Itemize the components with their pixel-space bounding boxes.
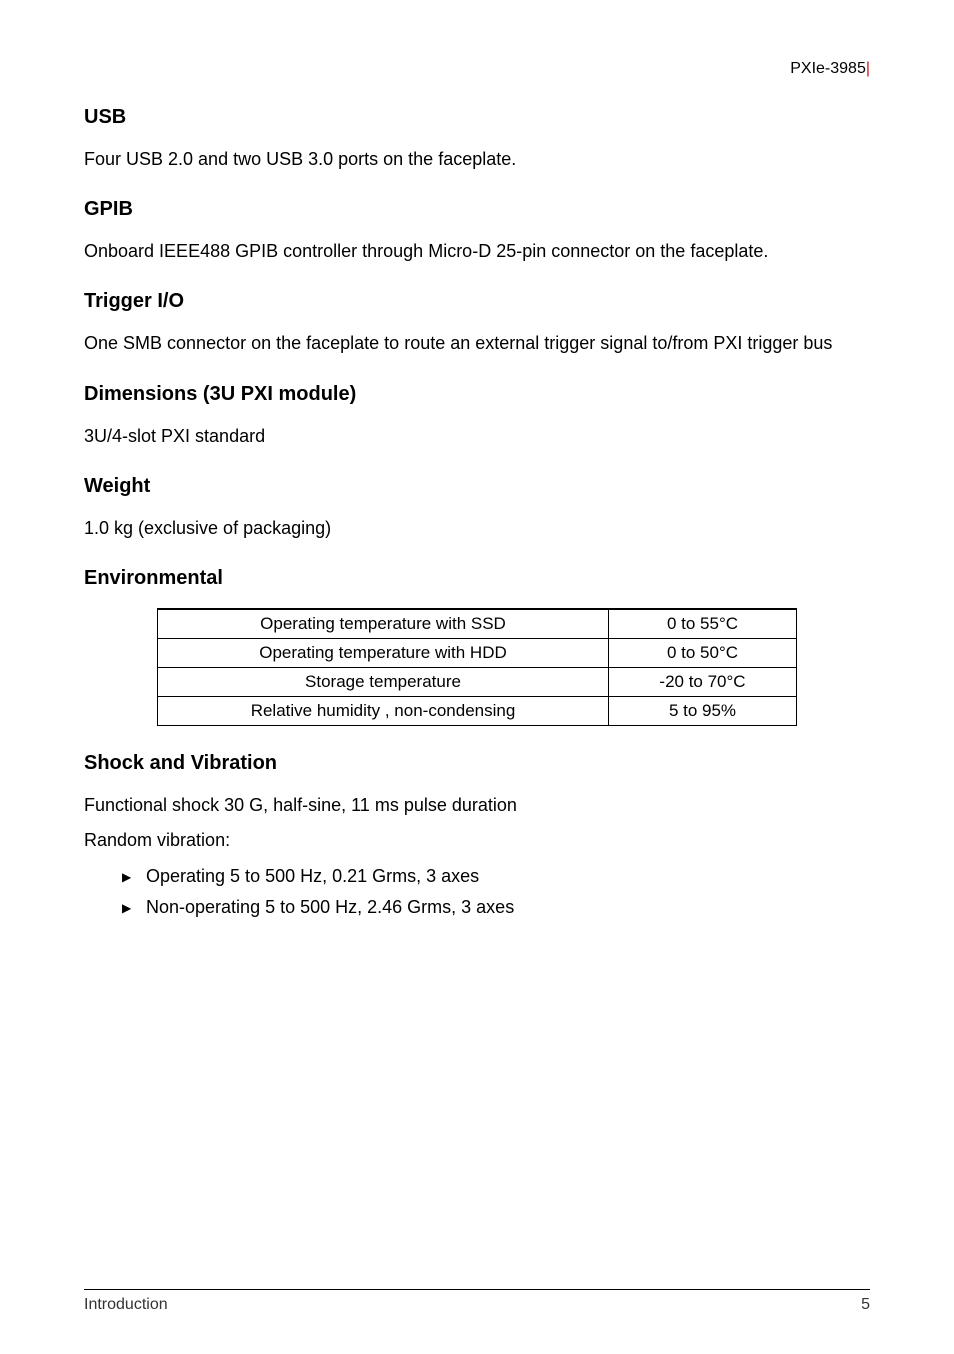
heading-gpib: GPIB xyxy=(84,198,870,221)
header-model: PXIe-3985 xyxy=(790,60,866,77)
body-dimensions: 3U/4-slot PXI standard xyxy=(84,424,870,449)
footer-page-number: 5 xyxy=(861,1296,870,1314)
cell-value: 0 to 50°C xyxy=(609,638,797,667)
section-trigger: Trigger I/O One SMB connector on the fac… xyxy=(84,290,870,356)
cell-value: -20 to 70°C xyxy=(609,667,797,696)
cell-label: Operating temperature with HDD xyxy=(158,638,609,667)
cell-label: Operating temperature with SSD xyxy=(158,609,609,639)
table-row: Operating temperature with SSD 0 to 55°C xyxy=(158,609,797,639)
heading-trigger: Trigger I/O xyxy=(84,290,870,313)
section-environmental: Environmental Operating temperature with… xyxy=(84,567,870,726)
table-row: Relative humidity , non-condensing 5 to … xyxy=(158,696,797,725)
cell-value: 0 to 55°C xyxy=(609,609,797,639)
heading-usb: USB xyxy=(84,106,870,129)
section-usb: USB Four USB 2.0 and two USB 3.0 ports o… xyxy=(84,106,870,172)
body-shock-line2: Random vibration: xyxy=(84,828,870,853)
body-shock-line1: Functional shock 30 G, half-sine, 11 ms … xyxy=(84,793,870,818)
heading-shock: Shock and Vibration xyxy=(84,752,870,775)
section-dimensions: Dimensions (3U PXI module) 3U/4-slot PXI… xyxy=(84,383,870,449)
body-trigger: One SMB connector on the faceplate to ro… xyxy=(84,331,870,356)
heading-dimensions: Dimensions (3U PXI module) xyxy=(84,383,870,406)
page-footer: Introduction 5 xyxy=(84,1289,870,1314)
heading-environmental: Environmental xyxy=(84,567,870,590)
heading-weight: Weight xyxy=(84,475,870,498)
list-item: Operating 5 to 500 Hz, 0.21 Grms, 3 axes xyxy=(146,861,870,892)
section-weight: Weight 1.0 kg (exclusive of packaging) xyxy=(84,475,870,541)
cell-label: Storage temperature xyxy=(158,667,609,696)
table-row: Storage temperature -20 to 70°C xyxy=(158,667,797,696)
shock-bullet-list: Operating 5 to 500 Hz, 0.21 Grms, 3 axes… xyxy=(84,861,870,922)
section-shock: Shock and Vibration Functional shock 30 … xyxy=(84,752,870,923)
footer-rule xyxy=(84,1289,870,1290)
section-gpib: GPIB Onboard IEEE488 GPIB controller thr… xyxy=(84,198,870,264)
cell-value: 5 to 95% xyxy=(609,696,797,725)
header-separator: | xyxy=(866,60,870,77)
body-weight: 1.0 kg (exclusive of packaging) xyxy=(84,516,870,541)
page-container: PXIe-3985| USB Four USB 2.0 and two USB … xyxy=(0,0,954,1354)
cell-label: Relative humidity , non-condensing xyxy=(158,696,609,725)
footer-section: Introduction xyxy=(84,1296,168,1314)
body-gpib: Onboard IEEE488 GPIB controller through … xyxy=(84,239,870,264)
page-header: PXIe-3985| xyxy=(84,60,870,78)
environmental-table: Operating temperature with SSD 0 to 55°C… xyxy=(157,608,797,726)
table-row: Operating temperature with HDD 0 to 50°C xyxy=(158,638,797,667)
list-item: Non-operating 5 to 500 Hz, 2.46 Grms, 3 … xyxy=(146,892,870,923)
body-usb: Four USB 2.0 and two USB 3.0 ports on th… xyxy=(84,147,870,172)
footer-row: Introduction 5 xyxy=(84,1296,870,1314)
